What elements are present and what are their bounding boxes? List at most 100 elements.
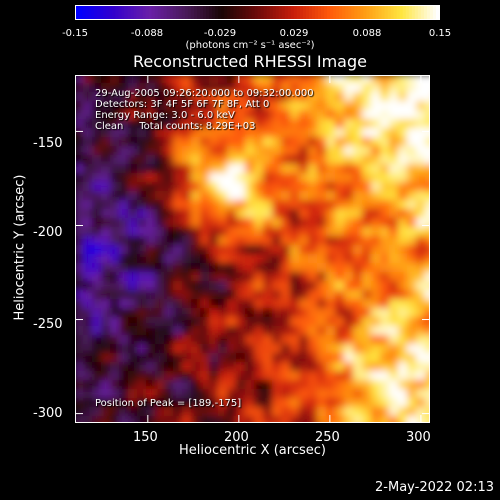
heatmap-cell: [101, 254, 112, 265]
heatmap-cell: [245, 128, 256, 139]
heatmap-cell: [425, 119, 430, 130]
heatmap-cell: [101, 272, 112, 283]
heatmap-cell: [425, 263, 430, 274]
heatmap-cell: [317, 83, 328, 94]
heatmap-cell: [200, 308, 211, 319]
heatmap-cell: [128, 254, 139, 265]
heatmap-cell: [137, 137, 148, 148]
heatmap-cell: [326, 164, 337, 175]
heatmap-cell: [380, 146, 391, 157]
heatmap-cell: [416, 371, 427, 382]
heatmap-cell: [371, 218, 382, 229]
heatmap-cell: [425, 308, 430, 319]
heatmap-cell: [407, 416, 418, 423]
colorbar-segment: [79, 6, 83, 19]
heatmap-cell: [146, 308, 157, 319]
heatmap-cell: [182, 110, 193, 121]
heatmap-cell: [299, 272, 310, 283]
heatmap-cell: [155, 353, 166, 364]
heatmap-cell: [353, 398, 364, 409]
heatmap-cell: [290, 371, 301, 382]
heatmap-cell: [317, 101, 328, 112]
heatmap-cell: [155, 407, 166, 418]
heatmap-cell: [92, 389, 103, 400]
heatmap-cell: [335, 227, 346, 238]
heatmap-cell: [236, 281, 247, 292]
heatmap-cell: [227, 191, 238, 202]
heatmap-cell: [173, 218, 184, 229]
heatmap-cell: [92, 173, 103, 184]
heatmap-cell: [416, 101, 427, 112]
heatmap-cell: [407, 182, 418, 193]
heatmap-cell: [254, 75, 265, 85]
heatmap-cell: [407, 83, 418, 94]
heatmap-cell: [344, 281, 355, 292]
heatmap-cell: [245, 371, 256, 382]
heatmap-cell: [164, 75, 175, 85]
heatmap-cell: [380, 281, 391, 292]
heatmap-cell: [389, 281, 400, 292]
heatmap-cell: [344, 380, 355, 391]
heatmap-cell: [398, 335, 409, 346]
heatmap-cell: [155, 182, 166, 193]
heatmap-cell: [308, 209, 319, 220]
heatmap-cell: [326, 362, 337, 373]
heatmap-cell: [281, 308, 292, 319]
heatmap-cell: [425, 371, 430, 382]
heatmap-cell: [380, 371, 391, 382]
heatmap-cell: [398, 137, 409, 148]
heatmap-cell: [407, 227, 418, 238]
heatmap-cell: [101, 137, 112, 148]
heatmap-cell: [416, 200, 427, 211]
colorbar-segment: [91, 6, 95, 19]
heatmap-cell: [209, 218, 220, 229]
heatmap-cell: [83, 92, 94, 103]
heatmap-cell: [128, 92, 139, 103]
heatmap-cell: [326, 326, 337, 337]
heatmap-cell: [272, 218, 283, 229]
heatmap-cell: [371, 200, 382, 211]
heatmap-cell: [425, 146, 430, 157]
heatmap-cell: [353, 290, 364, 301]
heatmap-cell: [227, 164, 238, 175]
heatmap-cell: [218, 101, 229, 112]
heatmap-cell: [227, 299, 238, 310]
heatmap-cell: [290, 164, 301, 175]
heatmap-cell: [245, 407, 256, 418]
heatmap-cell: [380, 416, 391, 423]
colorbar-segment: [224, 6, 228, 19]
heatmap-cell: [353, 344, 364, 355]
heatmap-cell: [335, 236, 346, 247]
heatmap-cell: [173, 137, 184, 148]
heatmap-cell: [128, 218, 139, 229]
heatmap-cell: [281, 191, 292, 202]
heatmap-cell: [326, 209, 337, 220]
heatmap-cell: [299, 110, 310, 121]
heatmap-cell: [353, 245, 364, 256]
heatmap-cell: [92, 155, 103, 166]
heatmap-cell: [308, 398, 319, 409]
heatmap-cell: [299, 398, 310, 409]
colorbar-segment: [184, 6, 189, 19]
heatmap-cell: [389, 398, 400, 409]
heatmap-cell: [353, 75, 364, 85]
heatmap-cell: [128, 272, 139, 283]
heatmap-cell: [344, 389, 355, 400]
heatmap-cell: [407, 398, 418, 409]
heatmap-cell: [263, 335, 274, 346]
heatmap-cell: [209, 308, 220, 319]
heatmap-cell: [92, 209, 103, 220]
heatmap-cell: [137, 83, 148, 94]
colorbar-segment: [206, 6, 210, 19]
heatmap-cell: [317, 227, 328, 238]
heatmap-cell: [191, 119, 202, 130]
heatmap-cell: [272, 317, 283, 328]
colorbar-segment: [381, 6, 386, 19]
heatmap-cell: [200, 200, 211, 211]
heatmap-cell: [407, 326, 418, 337]
heatmap-cell: [83, 407, 94, 418]
colorbar-tick: 0.029: [279, 28, 309, 39]
heatmap-cell: [128, 290, 139, 301]
heatmap-cell: [371, 173, 382, 184]
heatmap-cell: [110, 227, 121, 238]
